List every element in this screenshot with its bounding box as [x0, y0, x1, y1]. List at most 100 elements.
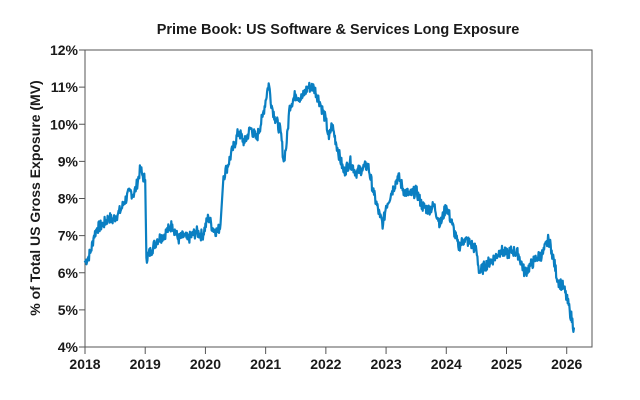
- series-line: [83, 81, 575, 333]
- data-point: [183, 234, 186, 237]
- data-point: [427, 208, 430, 211]
- data-point: [87, 257, 89, 259]
- data-point: [562, 286, 565, 289]
- data-point: [139, 168, 142, 170]
- data-point: [123, 201, 125, 204]
- data-point: [469, 242, 472, 244]
- data-point: [216, 231, 219, 233]
- data-point: [478, 271, 481, 274]
- data-point: [313, 86, 315, 88]
- data-point: [523, 271, 526, 274]
- data-point: [382, 223, 384, 226]
- x-tick-label: 2026: [551, 356, 582, 372]
- data-point: [249, 127, 252, 129]
- data-point: [319, 101, 321, 103]
- data-point: [535, 257, 538, 259]
- data-point: [484, 264, 487, 267]
- data-point: [337, 149, 339, 152]
- y-axis: 4% 5% 6% 7% 8% 9% 10% 11% 12%: [50, 42, 85, 355]
- data-point: [267, 82, 270, 85]
- x-tick-label: 2019: [130, 356, 161, 372]
- data-point: [361, 168, 363, 170]
- x-tick-label: 2022: [310, 356, 341, 372]
- y-tick-label: 11%: [51, 79, 79, 95]
- data-point: [343, 171, 345, 174]
- data-point: [511, 249, 514, 252]
- data-point: [120, 208, 122, 211]
- data-point: [142, 175, 144, 178]
- data-point: [451, 223, 454, 226]
- plot-area-frame: [84, 49, 593, 348]
- data-point: [391, 190, 393, 192]
- chart-title: Prime Book: US Software & Services Long …: [157, 22, 520, 38]
- data-point: [177, 238, 180, 241]
- data-point: [129, 190, 131, 192]
- data-point: [225, 168, 228, 170]
- data-point: [144, 179, 147, 181]
- data-point: [279, 130, 282, 133]
- data-point: [403, 190, 405, 192]
- data-point: [165, 231, 168, 233]
- data-point: [331, 123, 333, 126]
- data-point: [231, 149, 234, 152]
- y-tick-label: 4%: [58, 339, 79, 355]
- data-point: [300, 97, 303, 100]
- x-tick-label: 2018: [69, 356, 100, 372]
- data-point: [397, 175, 399, 178]
- x-tick-label: 2023: [370, 356, 401, 372]
- data-point: [261, 116, 264, 118]
- x-axis: 2018 2019 2020 2021 2022 2023 2024 2025 2026: [69, 347, 582, 372]
- data-point: [547, 238, 550, 241]
- data-point: [207, 216, 210, 218]
- x-tick-label: 2021: [250, 356, 281, 372]
- data-point: [282, 160, 285, 163]
- data-point: [237, 130, 240, 133]
- y-tick-label: 12%: [50, 42, 79, 58]
- y-tick-label: 7%: [58, 228, 79, 244]
- data-point: [135, 186, 137, 189]
- data-point: [84, 260, 86, 263]
- data-point: [573, 327, 575, 330]
- data-point: [195, 231, 198, 233]
- y-tick-label: 9%: [58, 153, 79, 169]
- data-point: [270, 104, 273, 107]
- data-point: [219, 223, 222, 226]
- x-tick-label: 2024: [431, 356, 462, 372]
- data-point: [273, 116, 276, 118]
- data-point: [385, 205, 387, 207]
- data-point: [463, 238, 466, 241]
- data-point: [211, 227, 214, 229]
- data-point: [222, 175, 225, 178]
- data-point: [328, 138, 330, 140]
- data-point: [156, 238, 159, 241]
- series-points: [84, 82, 575, 330]
- data-point: [294, 93, 297, 96]
- data-point: [355, 171, 357, 174]
- data-point: [111, 219, 113, 222]
- data-point: [457, 245, 460, 248]
- data-point: [421, 205, 423, 207]
- data-point: [409, 193, 411, 196]
- data-point: [117, 212, 119, 215]
- data-point: [150, 249, 153, 252]
- y-tick-label: 5%: [58, 302, 79, 318]
- data-point: [367, 164, 369, 166]
- data-point: [90, 249, 92, 252]
- data-point: [505, 253, 508, 255]
- data-point: [145, 257, 148, 259]
- data-point: [433, 205, 436, 207]
- data-point: [517, 253, 520, 255]
- data-point: [255, 138, 258, 140]
- data-point: [108, 216, 110, 218]
- data-point: [445, 205, 448, 207]
- data-point: [93, 234, 95, 237]
- data-point: [349, 160, 351, 163]
- data-point: [493, 257, 496, 259]
- data-point: [162, 234, 165, 237]
- y-tick-label: 8%: [58, 191, 79, 207]
- x-tick-label: 2025: [491, 356, 522, 372]
- data-point: [550, 249, 553, 252]
- data-point: [243, 142, 246, 144]
- data-point: [201, 234, 204, 237]
